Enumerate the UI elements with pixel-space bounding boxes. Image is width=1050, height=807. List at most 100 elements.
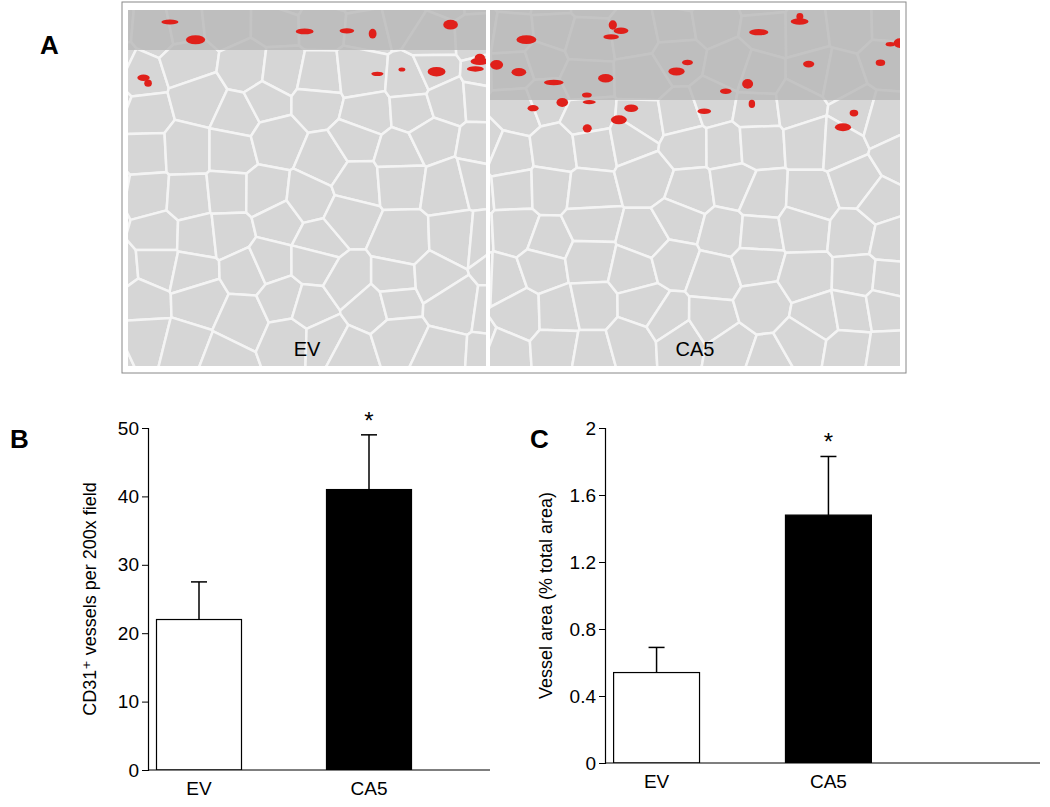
vessel-stain bbox=[850, 110, 859, 117]
vessel-stain bbox=[556, 98, 568, 107]
y-tick-mark bbox=[599, 562, 605, 563]
y-tick-label: 0 bbox=[128, 760, 139, 781]
y-tick-label: 50 bbox=[118, 418, 139, 439]
cell-outline bbox=[778, 207, 830, 253]
bars bbox=[614, 456, 872, 763]
vessel-stain bbox=[583, 124, 592, 132]
cell-outline bbox=[740, 126, 786, 170]
cell-outline bbox=[468, 234, 486, 285]
cell-outline bbox=[739, 168, 788, 218]
micrograph bbox=[128, 10, 486, 366]
image-label: CA5 bbox=[676, 338, 715, 360]
x-tick: CA5 bbox=[351, 778, 388, 799]
cell-outline bbox=[861, 329, 900, 366]
y-tick: 0 bbox=[585, 753, 605, 774]
bar bbox=[785, 515, 871, 763]
y-tick-mark bbox=[599, 763, 605, 764]
panel-label: A bbox=[40, 30, 59, 60]
x-tick-label: CA5 bbox=[810, 771, 847, 792]
y-tick-mark bbox=[599, 495, 605, 496]
cell-outline bbox=[570, 282, 618, 330]
y-tick-mark bbox=[142, 770, 148, 771]
micrograph bbox=[490, 10, 900, 366]
vessel-stain bbox=[544, 80, 564, 86]
y-tick-mark bbox=[142, 633, 148, 634]
y-axis-title: Vessel area (% total area) bbox=[536, 492, 556, 699]
y-tick-mark bbox=[599, 428, 605, 429]
bar bbox=[157, 620, 242, 770]
y-tick: 0 bbox=[128, 760, 148, 781]
vessel-stain bbox=[516, 35, 536, 44]
bar bbox=[614, 673, 700, 763]
y-axis-line bbox=[599, 429, 606, 764]
error-stem bbox=[198, 582, 200, 620]
vessel-stain bbox=[369, 29, 377, 39]
y-tick: 20 bbox=[118, 623, 148, 644]
cell-outline bbox=[706, 121, 742, 169]
stroma bbox=[490, 10, 900, 100]
cell-outline bbox=[530, 330, 578, 366]
x-tick-label: EV bbox=[644, 771, 670, 792]
cell-outline bbox=[697, 206, 743, 257]
y-axis: 00.40.81.21.62 bbox=[570, 418, 606, 774]
y-tick: 10 bbox=[118, 691, 148, 712]
vessel-stain bbox=[296, 28, 314, 34]
panel-label: B bbox=[10, 424, 29, 454]
y-tick-mark bbox=[599, 629, 605, 630]
cell-outline bbox=[327, 119, 381, 162]
cell-outline bbox=[337, 46, 388, 98]
vessel-stain bbox=[668, 67, 684, 75]
figure: AEVCA5B*01020304050EVCA5CD31⁺ vessels pe… bbox=[0, 0, 1050, 807]
cell-outline bbox=[740, 215, 784, 251]
cell-outline bbox=[128, 210, 178, 250]
vessel-stain bbox=[340, 28, 355, 33]
cell-outline bbox=[463, 82, 486, 123]
stroma bbox=[128, 10, 486, 50]
vessel-stain bbox=[583, 100, 596, 104]
vessel-stain bbox=[428, 67, 446, 76]
annotation: * bbox=[824, 428, 833, 455]
vessel-stain bbox=[791, 18, 809, 25]
cell-outline bbox=[297, 50, 341, 93]
y-axis: 01020304050 bbox=[118, 418, 149, 781]
x-tick-label: CA5 bbox=[351, 778, 388, 799]
y-tick-mark bbox=[142, 565, 148, 566]
vessel-stain bbox=[894, 38, 900, 48]
x-tick: EV bbox=[644, 771, 670, 792]
image-label: EV bbox=[294, 338, 321, 360]
error-stem bbox=[828, 456, 830, 515]
error-stem bbox=[368, 435, 370, 490]
error-bar bbox=[191, 582, 207, 620]
image-background bbox=[490, 10, 900, 366]
chart: C*00.40.81.21.62EVCA5Vessel area (% tota… bbox=[530, 418, 1040, 793]
vessel-stain bbox=[611, 115, 627, 124]
y-tick-mark bbox=[142, 496, 148, 497]
vessel-stain bbox=[682, 60, 693, 66]
vessel-stain bbox=[803, 61, 814, 68]
vessel-stain bbox=[443, 20, 458, 30]
cell-outline bbox=[658, 126, 706, 170]
y-axis-line bbox=[142, 429, 149, 771]
vessel-stain bbox=[614, 28, 629, 34]
bars bbox=[157, 435, 412, 770]
y-tick-label: 30 bbox=[118, 554, 139, 575]
y-tick-label: 0.4 bbox=[570, 686, 597, 707]
vessel-stain bbox=[582, 92, 592, 97]
cell-outline bbox=[206, 171, 246, 214]
vessel-stain bbox=[624, 104, 638, 112]
x-axis: EV CA5 bbox=[605, 763, 1040, 792]
x-tick-label: EV bbox=[186, 778, 212, 799]
vessel-stain bbox=[835, 123, 851, 131]
cell-outline bbox=[783, 116, 826, 170]
vessel-stain bbox=[137, 75, 149, 81]
vessel-stain bbox=[371, 72, 383, 76]
vessel-stain bbox=[749, 29, 768, 35]
vessel-stain bbox=[603, 34, 618, 39]
cell-outline bbox=[866, 290, 900, 332]
error-cap bbox=[191, 581, 207, 583]
annotation: * bbox=[364, 407, 373, 434]
y-axis-title: CD31⁺ vessels per 200x field bbox=[80, 482, 100, 716]
x-axis-line bbox=[148, 769, 490, 770]
vessel-stain bbox=[598, 74, 613, 82]
y-tick: 1.2 bbox=[570, 552, 605, 573]
